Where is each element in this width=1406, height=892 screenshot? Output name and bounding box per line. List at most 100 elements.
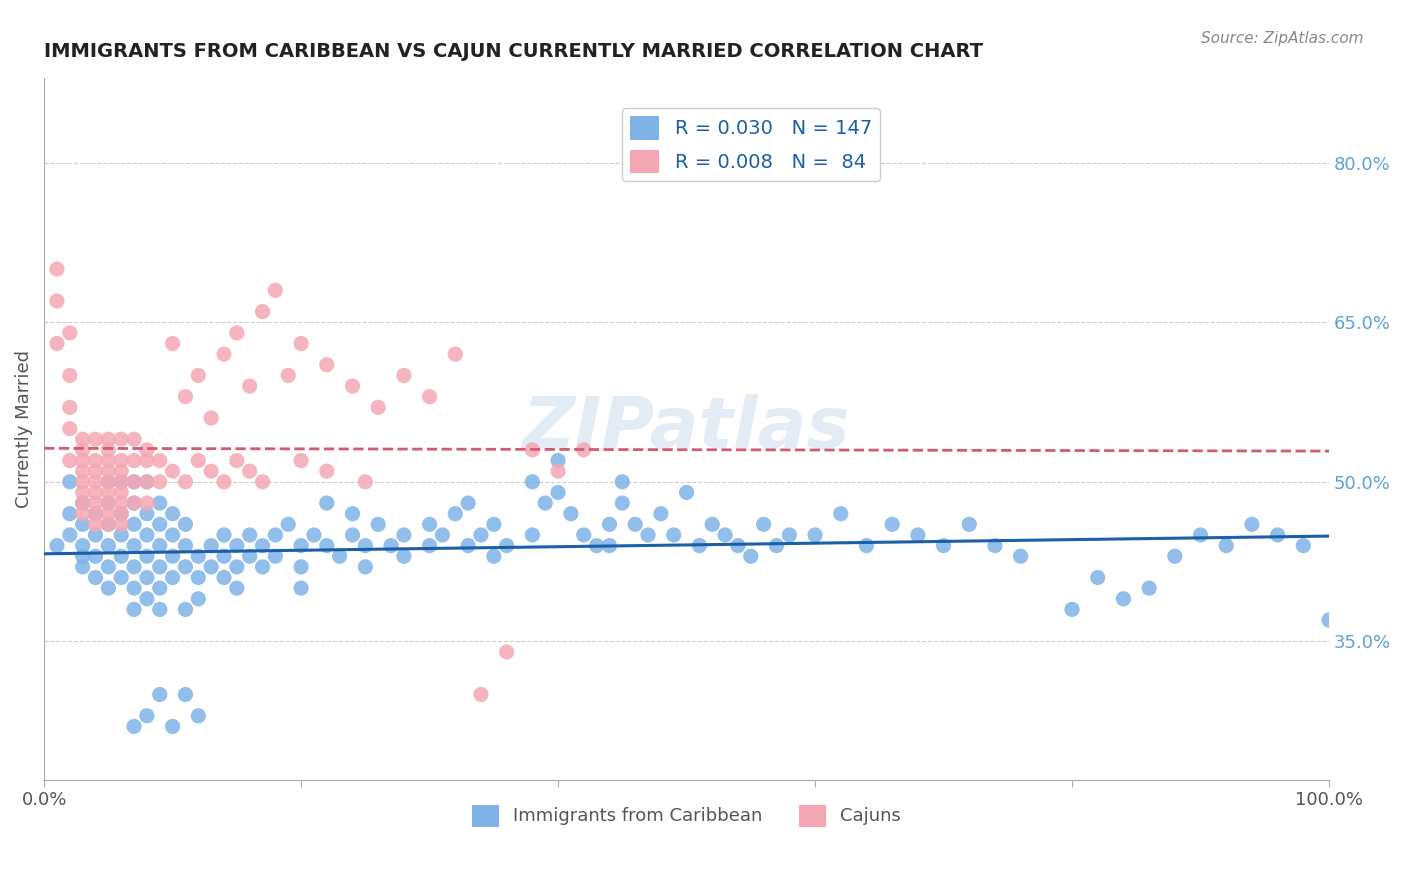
Point: [200, 411, 222, 425]
Point: [727, 539, 749, 553]
Point: [97, 496, 120, 510]
Point: [200, 539, 222, 553]
Point: [239, 379, 262, 393]
Point: [110, 496, 132, 510]
Point: [444, 347, 467, 361]
Point: [72, 549, 94, 564]
Point: [149, 688, 172, 702]
Point: [110, 485, 132, 500]
Point: [1267, 528, 1289, 542]
Point: [225, 453, 247, 467]
Point: [97, 464, 120, 478]
Point: [72, 560, 94, 574]
Point: [984, 539, 1007, 553]
Point: [1164, 549, 1187, 564]
Point: [72, 496, 94, 510]
Point: [225, 326, 247, 340]
Point: [315, 496, 337, 510]
Point: [907, 528, 929, 542]
Point: [329, 549, 352, 564]
Point: [162, 570, 184, 584]
Point: [470, 528, 492, 542]
Point: [560, 507, 582, 521]
Point: [149, 560, 172, 574]
Point: [392, 549, 415, 564]
Point: [252, 539, 274, 553]
Point: [855, 539, 877, 553]
Point: [122, 475, 145, 489]
Point: [200, 464, 222, 478]
Y-axis label: Currently Married: Currently Married: [15, 350, 32, 508]
Point: [482, 549, 505, 564]
Point: [110, 507, 132, 521]
Point: [315, 358, 337, 372]
Point: [84, 453, 107, 467]
Point: [804, 528, 827, 542]
Point: [392, 368, 415, 383]
Legend: Immigrants from Caribbean, Cajuns: Immigrants from Caribbean, Cajuns: [464, 797, 908, 834]
Point: [84, 496, 107, 510]
Point: [342, 379, 364, 393]
Point: [135, 475, 157, 489]
Point: [174, 517, 197, 532]
Point: [97, 432, 120, 446]
Point: [702, 517, 724, 532]
Point: [174, 688, 197, 702]
Point: [135, 591, 157, 606]
Point: [84, 485, 107, 500]
Point: [225, 581, 247, 595]
Point: [290, 539, 312, 553]
Point: [59, 453, 82, 467]
Point: [174, 560, 197, 574]
Point: [84, 475, 107, 489]
Point: [239, 464, 262, 478]
Point: [174, 602, 197, 616]
Point: [174, 390, 197, 404]
Point: [212, 570, 235, 584]
Point: [290, 581, 312, 595]
Point: [444, 507, 467, 521]
Point: [110, 570, 132, 584]
Point: [110, 517, 132, 532]
Point: [457, 539, 479, 553]
Point: [59, 326, 82, 340]
Point: [59, 475, 82, 489]
Point: [84, 507, 107, 521]
Point: [162, 507, 184, 521]
Point: [354, 539, 377, 553]
Point: [482, 517, 505, 532]
Point: [419, 390, 441, 404]
Point: [315, 464, 337, 478]
Point: [135, 507, 157, 521]
Point: [149, 581, 172, 595]
Point: [598, 539, 620, 553]
Point: [59, 401, 82, 415]
Point: [277, 368, 299, 383]
Point: [122, 719, 145, 733]
Point: [97, 475, 120, 489]
Point: [97, 517, 120, 532]
Point: [97, 442, 120, 457]
Point: [149, 539, 172, 553]
Point: [46, 293, 69, 308]
Point: [252, 560, 274, 574]
Point: [547, 485, 569, 500]
Point: [882, 517, 904, 532]
Point: [122, 539, 145, 553]
Point: [97, 560, 120, 574]
Point: [46, 539, 69, 553]
Point: [212, 528, 235, 542]
Point: [572, 442, 595, 457]
Point: [110, 432, 132, 446]
Point: [315, 539, 337, 553]
Point: [72, 496, 94, 510]
Point: [187, 708, 209, 723]
Point: [72, 517, 94, 532]
Point: [598, 517, 620, 532]
Point: [72, 475, 94, 489]
Point: [522, 442, 544, 457]
Point: [688, 539, 710, 553]
Point: [662, 528, 685, 542]
Point: [457, 496, 479, 510]
Point: [585, 539, 607, 553]
